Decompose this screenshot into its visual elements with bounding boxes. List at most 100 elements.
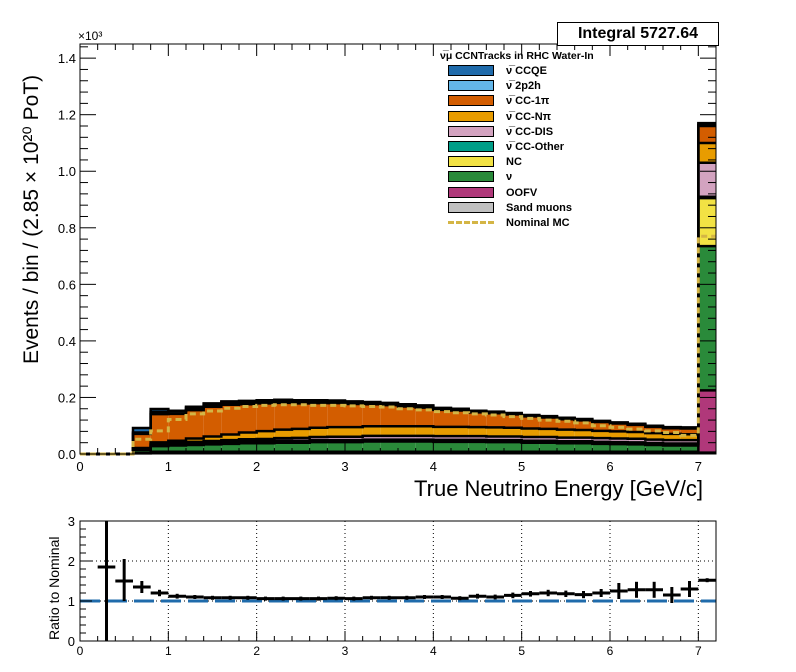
top-y-tick-label: 0.0 — [58, 447, 76, 462]
bar--cc-dis-34 — [680, 440, 699, 444]
nominal-mc-line — [80, 234, 716, 456]
bar--cc-n--17 — [380, 426, 398, 436]
bar--cc-n--9 — [239, 432, 257, 440]
bar--cc-n--33 — [663, 433, 681, 441]
ratio-point — [133, 581, 151, 593]
legend-entry: ν̅ 2p2h — [448, 79, 668, 94]
legend-label: OOFV — [506, 186, 538, 199]
top-x-tick-label: 6 — [606, 459, 613, 474]
bar--cc-dis-18 — [398, 435, 416, 440]
ratio-y-tick-label: 2 — [68, 554, 75, 569]
bar--cc-n--16 — [362, 426, 381, 436]
bar--cc-1--10 — [256, 403, 275, 432]
bar--cc-1--34 — [680, 428, 699, 435]
bar--cc-n--22 — [468, 427, 487, 437]
legend-swatch — [448, 95, 494, 107]
bar--cc-n--21 — [451, 426, 469, 437]
bar--cc-dis-14 — [327, 436, 345, 441]
ratio-x-tick-label: 7 — [695, 644, 702, 658]
ratio-point — [309, 596, 328, 601]
top-x-axis-title: True Neutrino Energy [GeV/c] — [414, 476, 703, 501]
bar---17 — [380, 441, 398, 452]
legend-swatch — [448, 156, 494, 168]
ratio-point — [256, 596, 275, 601]
bar--cc-dis-15 — [345, 436, 363, 441]
bar---6 — [186, 444, 204, 452]
bar--cc-dis-32 — [645, 439, 663, 443]
ratio-x-ticks: 0 1 2 3 4 5 6 7 — [77, 631, 717, 658]
ratio-point — [698, 578, 716, 583]
ratio-x-tick-label: 6 — [607, 644, 614, 658]
bar--cc-1--6 — [186, 410, 204, 439]
ratio-point — [239, 595, 257, 600]
ratio-point — [415, 595, 434, 599]
legend-entry: NC — [448, 155, 668, 170]
ratio-point — [150, 589, 169, 597]
bar---3 — [133, 449, 151, 453]
bar---19 — [415, 441, 434, 452]
ratio-point — [680, 581, 699, 597]
top-y-ticks: 0.0 0.2 0.4 0.6 0.8 1.0 1.2 1.4 — [58, 46, 716, 462]
bar--cc-dis-21 — [451, 436, 469, 440]
bar--cc-1--25 — [521, 416, 540, 429]
bar--cc-1--7 — [203, 406, 222, 437]
legend-entry: Sand muons — [448, 201, 668, 216]
bar---32 — [645, 444, 663, 452]
bar---11 — [274, 442, 292, 452]
ratio-point — [327, 596, 345, 601]
legend-swatch — [448, 125, 494, 137]
bar--cc-n--35 — [698, 142, 716, 163]
top-x-tick-label: 2 — [253, 459, 260, 474]
legend-label: NC — [506, 156, 522, 169]
bar--cc-1--27 — [557, 419, 575, 430]
top-y-tick-label: 1.0 — [58, 164, 76, 179]
ratio-x-tick-label: 2 — [253, 644, 260, 658]
bar--cc-1--22 — [468, 412, 487, 428]
ratio-point — [574, 591, 593, 599]
bar---13 — [309, 442, 328, 452]
ratio-y-ticks: 0 1 2 3 — [68, 514, 92, 649]
ratio-panel: 0 1 2 3 4 5 6 7 0 1 2 3 Ratio to Nominal — [46, 514, 717, 658]
top-x-tick-label: 1 — [165, 459, 172, 474]
outline-oofv — [80, 389, 716, 456]
bar---28 — [574, 443, 593, 452]
bar-nc-35 — [698, 198, 716, 247]
bar---4 — [150, 446, 169, 452]
legend-entry: Nominal MC — [448, 216, 668, 231]
bar--cc-dis-30 — [610, 438, 628, 443]
y-multiplier-label: ×10³ — [78, 29, 102, 43]
bar--cc-1--35 — [698, 126, 716, 143]
bar--cc-1--5 — [168, 413, 186, 441]
bar--cc-n--26 — [539, 428, 557, 438]
bar--cc-1--8 — [221, 404, 239, 435]
bar--cc-n--25 — [521, 428, 540, 438]
top-y-tick-label: 0.2 — [58, 390, 76, 405]
bar--cc-n--11 — [274, 429, 292, 439]
bar---27 — [557, 443, 575, 452]
ratio-point — [486, 594, 504, 600]
bar---35 — [698, 246, 716, 391]
bar--cc-n--18 — [398, 426, 416, 436]
bar--cc-n--34 — [680, 434, 699, 441]
ratio-points — [97, 521, 716, 641]
legend: ν̅μ CCNTracks in RHC Water-In ν̅ CCQE ν̅ … — [440, 50, 670, 229]
legend-label: ν̅ 2p2h — [506, 80, 541, 93]
bar--cc-n--23 — [486, 427, 504, 437]
bar--cc-1--23 — [486, 413, 504, 428]
ratio-point — [504, 592, 522, 599]
ratio-x-tick-label: 5 — [518, 644, 525, 658]
bar--cc-1--14 — [327, 403, 345, 428]
ratio-point — [186, 595, 204, 599]
bar--cc-1--12 — [292, 403, 310, 429]
bar---20 — [433, 441, 451, 452]
bar---22 — [468, 441, 487, 452]
bar--cc-n--15 — [345, 427, 363, 437]
bar--cc-dis-12 — [292, 437, 310, 441]
bar--cc-dis-35 — [698, 162, 716, 197]
bar--cc-1--33 — [663, 428, 681, 434]
ratio-point — [203, 595, 222, 600]
bar--cc-1--26 — [539, 417, 557, 429]
legend-entry: ν̅ CC-Other — [448, 140, 668, 155]
ratio-point — [663, 587, 681, 603]
bar--cc-n--32 — [645, 433, 663, 440]
